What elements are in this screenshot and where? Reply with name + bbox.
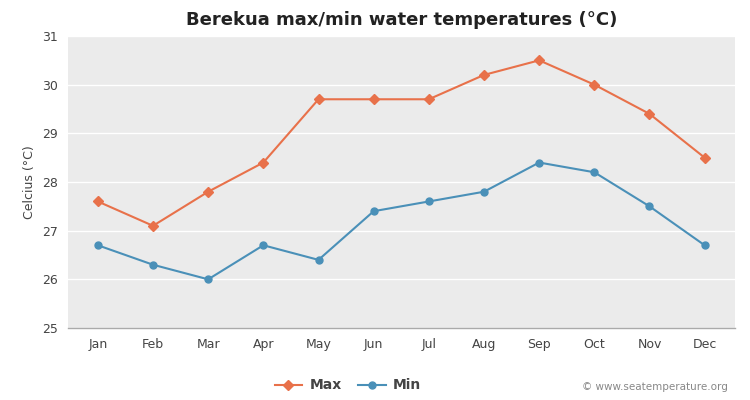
Min xyxy=(645,204,654,209)
Max xyxy=(148,223,158,228)
Title: Berekua max/min water temperatures (°C): Berekua max/min water temperatures (°C) xyxy=(185,11,617,29)
Max xyxy=(93,199,102,204)
Max xyxy=(645,112,654,116)
Max xyxy=(204,189,213,194)
Max xyxy=(259,160,268,165)
Max xyxy=(700,155,709,160)
Min xyxy=(369,209,378,214)
Max xyxy=(479,72,488,77)
Min xyxy=(479,189,488,194)
Text: © www.seatemperature.org: © www.seatemperature.org xyxy=(582,382,728,392)
Min xyxy=(259,243,268,248)
Max xyxy=(535,58,544,63)
Min xyxy=(424,199,433,204)
Min xyxy=(314,258,323,262)
Max xyxy=(590,82,598,87)
Line: Max: Max xyxy=(94,57,708,229)
Min xyxy=(590,170,598,175)
Max xyxy=(424,97,433,102)
Y-axis label: Celcius (°C): Celcius (°C) xyxy=(23,145,36,219)
Min xyxy=(93,243,102,248)
Min xyxy=(204,277,213,282)
Max xyxy=(369,97,378,102)
Max xyxy=(314,97,323,102)
Line: Min: Min xyxy=(94,159,708,283)
Legend: Max, Min: Max, Min xyxy=(269,373,427,398)
Min xyxy=(535,160,544,165)
Min xyxy=(148,262,158,267)
Min xyxy=(700,243,709,248)
